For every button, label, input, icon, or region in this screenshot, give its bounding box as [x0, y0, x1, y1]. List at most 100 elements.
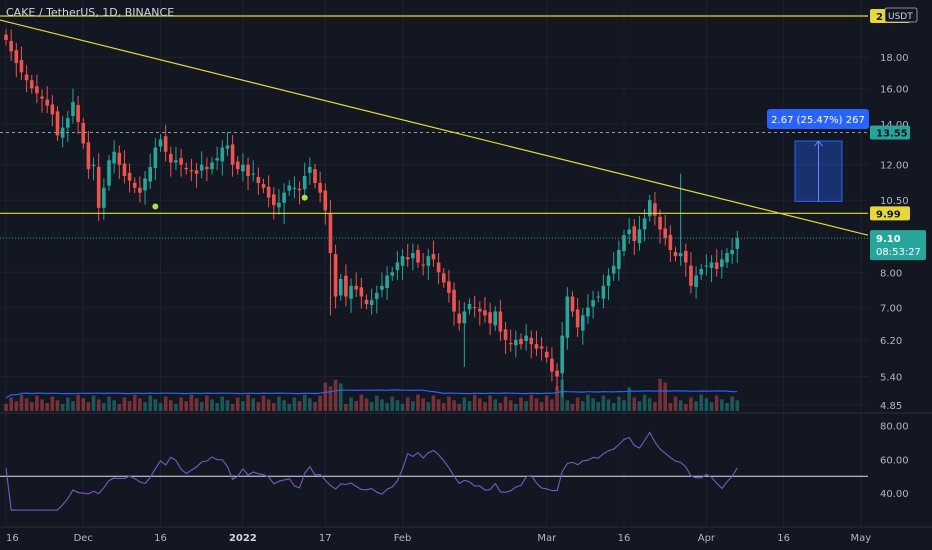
- candle-body: [478, 308, 482, 312]
- candle-body: [117, 152, 122, 165]
- candle-body: [364, 299, 369, 304]
- candle-body: [472, 307, 477, 309]
- candle-body: [622, 235, 626, 252]
- volume-bar: [467, 401, 472, 411]
- volume-bar: [508, 400, 513, 411]
- candle-body: [457, 313, 461, 324]
- volume-bar: [102, 403, 106, 411]
- candle-body: [344, 275, 348, 297]
- candle-body: [447, 281, 451, 293]
- candle-body: [436, 262, 441, 273]
- candle-body: [730, 250, 734, 255]
- candle-body: [426, 256, 431, 266]
- candle-body: [328, 213, 333, 254]
- time-tick-label: 17: [319, 533, 332, 544]
- volume-bar: [163, 396, 168, 411]
- price-tick-label: 16.00: [880, 84, 909, 95]
- volume-bar: [35, 395, 39, 411]
- volume-bar: [333, 379, 338, 411]
- candle-body: [632, 226, 637, 242]
- candle-body: [349, 285, 353, 299]
- candle-body: [122, 163, 127, 176]
- volume-bar: [210, 399, 214, 411]
- candle-body: [596, 296, 601, 298]
- volume-bar: [50, 396, 55, 411]
- rsi-pane: [0, 412, 932, 511]
- candle-body: [55, 111, 60, 136]
- volume-bar: [514, 404, 518, 411]
- volume-bar: [287, 404, 292, 411]
- volume-bar: [606, 399, 611, 411]
- price-tick-label: 4.85: [880, 401, 902, 412]
- price-tick-label: 5.40: [880, 373, 902, 384]
- candle-body: [555, 370, 559, 377]
- price-tick-label: 6.20: [880, 336, 902, 347]
- volume-bar: [524, 401, 528, 411]
- volume-bar: [385, 403, 389, 411]
- candle-body: [266, 186, 271, 198]
- time-tick-label: Dec: [74, 533, 93, 544]
- candle-body: [225, 145, 230, 149]
- volume-bar: [411, 401, 415, 411]
- volume-bar: [272, 403, 276, 411]
- volume-bar: [4, 404, 8, 411]
- volume-bar: [617, 396, 621, 411]
- candle-body: [220, 147, 225, 162]
- time-tick-label: Mar: [537, 533, 557, 544]
- dashed-line-tag-box: [870, 125, 910, 140]
- candle-body: [709, 262, 714, 268]
- volume-ma-line: [5, 389, 738, 399]
- volume-bar: [241, 401, 245, 411]
- volume-bar: [29, 402, 34, 411]
- pivot-marker: [152, 203, 159, 210]
- volume-bar: [169, 400, 173, 411]
- volume-bar: [40, 399, 44, 411]
- candle-body: [158, 139, 163, 147]
- candle-body: [45, 99, 49, 106]
- volume-bar: [14, 401, 19, 411]
- time-tick-label: May: [851, 533, 872, 544]
- price-tick-label: 12.00: [880, 161, 909, 172]
- candle-body: [194, 170, 199, 174]
- volume-bar: [658, 378, 662, 411]
- volume-bar: [478, 398, 482, 411]
- candle-body: [112, 151, 116, 164]
- last-price-box: [870, 230, 926, 261]
- volume-bar: [596, 402, 601, 411]
- time-axis: 16Dec16202217FebMar16Apr16May16: [6, 533, 932, 544]
- price-tick-label: 10.50: [880, 196, 909, 207]
- candle-body: [617, 250, 621, 269]
- volume-bar: [483, 402, 487, 411]
- candle-body: [704, 265, 709, 267]
- rsi-tick-label: 60.00: [880, 455, 909, 466]
- symbol-title[interactable]: CAKE / TetherUS, 1D, BINANCE: [6, 6, 175, 19]
- candle-body: [570, 296, 575, 312]
- candle-body: [4, 34, 8, 41]
- candle-body: [174, 160, 178, 163]
- candle-body: [9, 41, 13, 52]
- volume-bar: [431, 395, 436, 411]
- candle-body: [282, 192, 286, 203]
- candle-body: [416, 249, 420, 263]
- candle-body: [138, 187, 142, 193]
- volume-bar: [421, 398, 425, 411]
- candle-body: [421, 264, 425, 266]
- volume-bar: [55, 400, 60, 411]
- candle-body: [637, 229, 642, 244]
- price-tick-label: 8.00: [880, 268, 902, 279]
- volume-bar: [71, 401, 75, 411]
- candle-body: [694, 275, 698, 287]
- candle-body: [76, 105, 80, 122]
- candle-body: [318, 183, 322, 193]
- candle-body: [35, 86, 39, 94]
- volume-bar: [220, 396, 225, 411]
- candle-body: [689, 265, 693, 286]
- candle-body: [678, 253, 683, 257]
- volume-bar: [86, 402, 91, 411]
- volume-bar: [627, 387, 631, 411]
- volume-bar: [544, 395, 549, 411]
- rsi-line: [5, 431, 738, 511]
- volume-bar: [117, 404, 122, 411]
